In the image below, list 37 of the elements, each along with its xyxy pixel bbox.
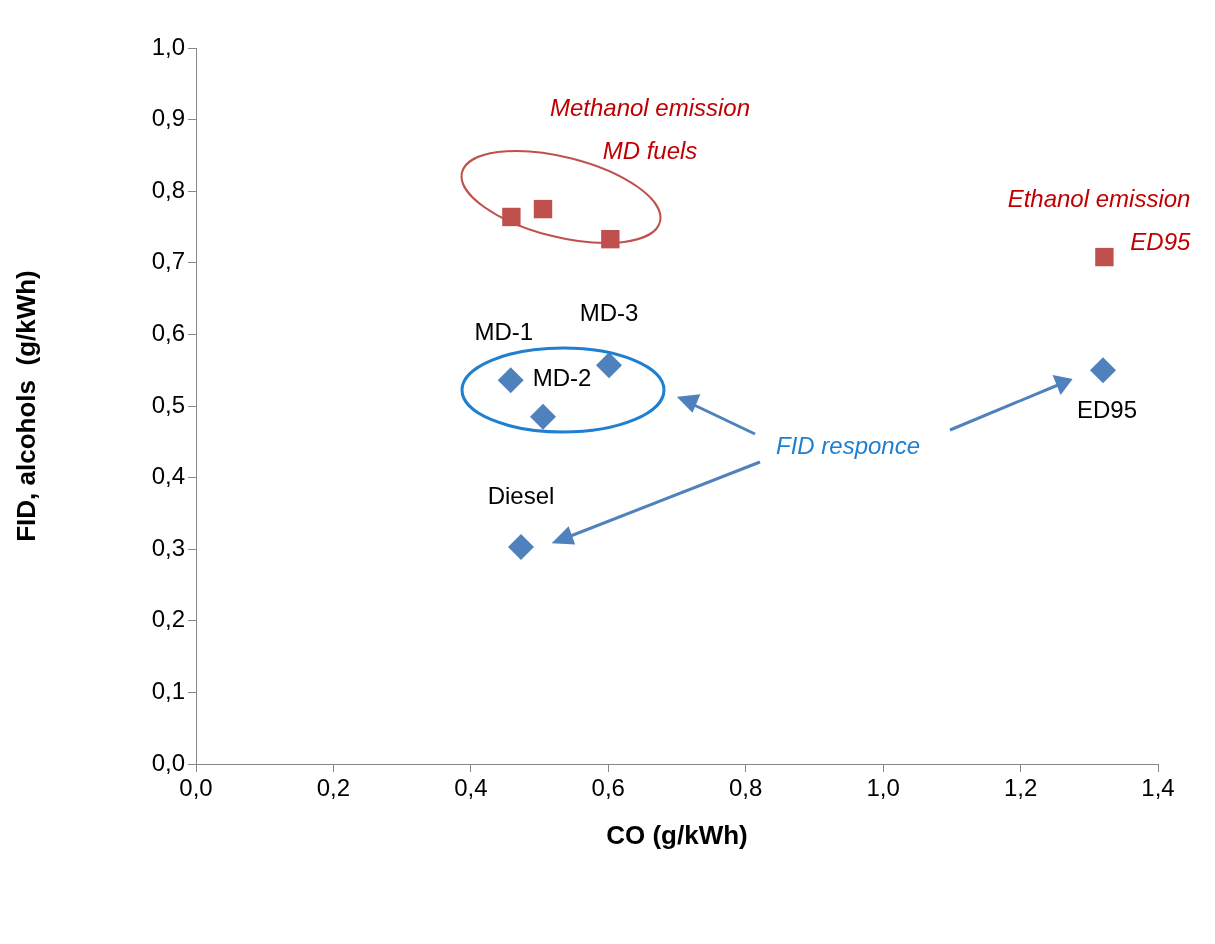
annotation: Ethanol emission ED95 [1007, 184, 1192, 255]
y-tick-label: 0,8 [151, 175, 185, 203]
x-tick-label: 0,8 [729, 774, 763, 802]
y-tick-label: 0,3 [151, 533, 185, 561]
point [601, 229, 620, 249]
annotation: Methanol emission MD fuels [549, 93, 751, 164]
annotation: MD-1 [474, 317, 534, 345]
point [595, 352, 622, 379]
x-axis-title: CO (g/kWh) [606, 819, 748, 850]
point [1095, 247, 1114, 267]
y-tick-label: 1,0 [151, 32, 185, 60]
x-tick-label: 1,0 [866, 774, 900, 802]
point [533, 199, 553, 219]
y-tick-label: 0,1 [151, 677, 185, 705]
point [1090, 357, 1117, 384]
annotation: ED95 [1077, 395, 1138, 423]
x-tick-label: 0,2 [316, 774, 351, 802]
annotation: FID responce [775, 431, 921, 459]
x-tick-label: 0,6 [591, 774, 625, 802]
x-tick-label: 1,2 [1003, 774, 1038, 802]
annotation: Diesel [487, 481, 555, 509]
y-tick-label: 0,5 [151, 390, 185, 418]
point [497, 367, 524, 394]
y-axis-title: FID, alcohols (g/kWh) [10, 270, 41, 542]
point [530, 403, 557, 430]
y-tick-label: 0,2 [151, 605, 185, 633]
annotation: MD-2 [532, 364, 592, 392]
x-tick-label: 0,0 [179, 774, 213, 802]
y-tick-label: 0,9 [151, 104, 185, 132]
point [508, 534, 535, 561]
y-tick-label: 0,0 [151, 748, 185, 776]
annotation: MD-3 [579, 298, 639, 326]
x-tick-label: 1,4 [1141, 774, 1175, 802]
y-tick-label: 0,4 [151, 462, 185, 490]
x-tick-label: 0,4 [454, 774, 488, 802]
y-tick-label: 0,6 [151, 319, 185, 347]
y-tick-label: 0,7 [151, 247, 185, 275]
